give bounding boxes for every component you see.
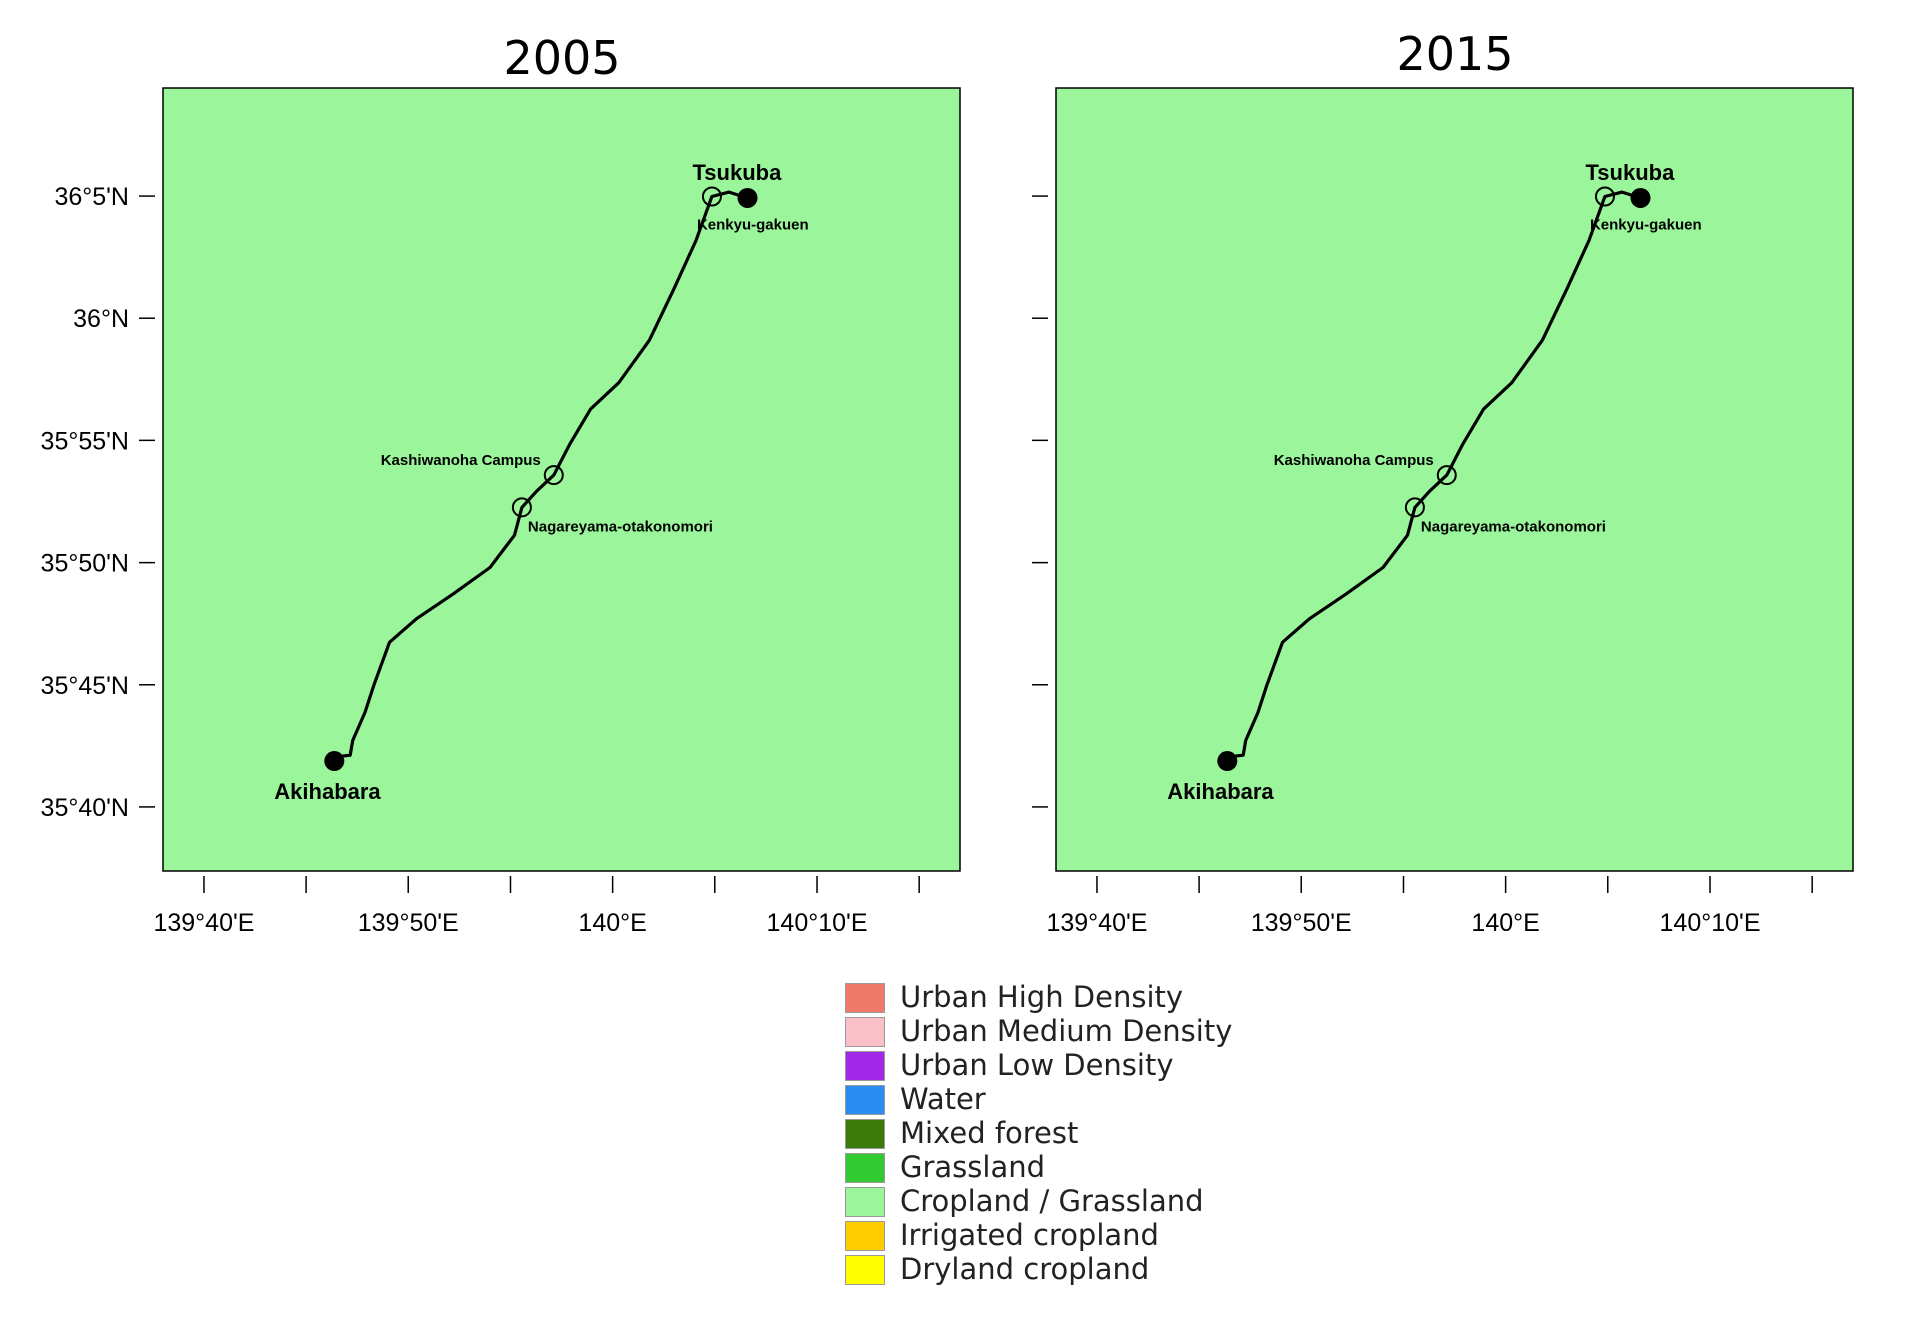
cropland-grassland-swatch [845, 1187, 885, 1217]
y-tick-label: 36°5'N [54, 183, 129, 211]
x-tick-label: 139°40'E [1046, 909, 1147, 937]
station-label-kenkyu: Kenkyu-gakuen [697, 217, 809, 234]
x-tick-label: 140°10'E [767, 909, 868, 937]
station-marker-tsukuba [737, 187, 758, 208]
legend-label: Cropland / Grassland [900, 1184, 1204, 1218]
urban-high-swatch [845, 983, 885, 1013]
legend-label: Urban Medium Density [900, 1014, 1233, 1048]
legend-label: Mixed forest [900, 1116, 1079, 1150]
mixed-forest-swatch [845, 1119, 885, 1149]
station-marker-kashiwanoha [543, 465, 564, 486]
map-title: 2005 [503, 31, 620, 85]
y-tick-label: 36°N [73, 305, 129, 333]
legend-item-irrigated-cropland: Irrigated cropland [845, 1218, 1285, 1252]
legend-item-cropland-grassland: Cropland / Grassland [845, 1184, 1285, 1218]
station-label-akihabara: Akihabara [274, 779, 381, 804]
legend-item-dryland-cropland: Dryland cropland [845, 1252, 1285, 1286]
legend-item-urban-low: Urban Low Density [845, 1048, 1285, 1082]
y-tick-label: 35°40'N [41, 794, 129, 822]
legend-item-grassland: Grassland [845, 1150, 1285, 1184]
legend-item-urban-high: Urban High Density [845, 980, 1285, 1014]
x-tick-label: 139°50'E [1251, 909, 1352, 937]
x-tick-label: 140°E [1471, 909, 1539, 937]
station-marker-nagareyama [511, 497, 532, 518]
station-label-kenkyu: Kenkyu-gakuen [1590, 217, 1702, 234]
station-label-kashiwanoha: Kashiwanoha Campus [1274, 452, 1434, 469]
railway-line [333, 190, 748, 763]
legend-label: Irrigated cropland [900, 1218, 1159, 1252]
legend-label: Grassland [900, 1150, 1045, 1184]
station-label-akihabara: Akihabara [1167, 779, 1274, 804]
map-frame [162, 87, 961, 872]
y-tick-label: 35°50'N [41, 550, 129, 578]
urban-medium-swatch [845, 1017, 885, 1047]
x-tick-label: 140°E [578, 909, 646, 937]
station-label-kashiwanoha: Kashiwanoha Campus [381, 452, 541, 469]
station-marker-tsukuba [1630, 187, 1651, 208]
station-label-nagareyama: Nagareyama-otakonomori [1421, 518, 1606, 535]
grassland-swatch [845, 1153, 885, 1183]
station-marker-nagareyama [1404, 497, 1425, 518]
x-tick-label: 139°40'E [153, 909, 254, 937]
legend-label: Dryland cropland [900, 1252, 1150, 1286]
map-title: 2015 [1396, 27, 1513, 81]
station-marker-kenkyu [701, 186, 722, 207]
station-marker-akihabara [324, 751, 345, 772]
x-tick-label: 140°10'E [1660, 909, 1761, 937]
irrigated-cropland-swatch [845, 1221, 885, 1251]
station-label-tsukuba: Tsukuba [693, 160, 783, 185]
legend-label: Water [900, 1082, 986, 1116]
legend-label: Urban High Density [900, 980, 1184, 1014]
station-marker-kashiwanoha [1436, 465, 1457, 486]
railway-line [1226, 190, 1641, 763]
station-marker-akihabara [1217, 751, 1238, 772]
urban-low-swatch [845, 1051, 885, 1081]
land-use-legend: Urban High Density Urban Medium Density … [845, 980, 1285, 1286]
y-tick-label: 35°45'N [41, 672, 129, 700]
station-label-tsukuba: Tsukuba [1586, 160, 1676, 185]
map-frame [1055, 87, 1854, 872]
legend-label: Urban Low Density [900, 1048, 1174, 1082]
x-tick-label: 139°50'E [358, 909, 459, 937]
water-swatch [845, 1085, 885, 1115]
legend-item-urban-medium: Urban Medium Density [845, 1014, 1285, 1048]
legend-item-water: Water [845, 1082, 1285, 1116]
station-label-nagareyama: Nagareyama-otakonomori [528, 518, 713, 535]
dryland-cropland-swatch [845, 1255, 885, 1285]
y-tick-label: 35°55'N [41, 427, 129, 455]
station-marker-kenkyu [1594, 186, 1615, 207]
legend-item-mixed-forest: Mixed forest [845, 1116, 1285, 1150]
